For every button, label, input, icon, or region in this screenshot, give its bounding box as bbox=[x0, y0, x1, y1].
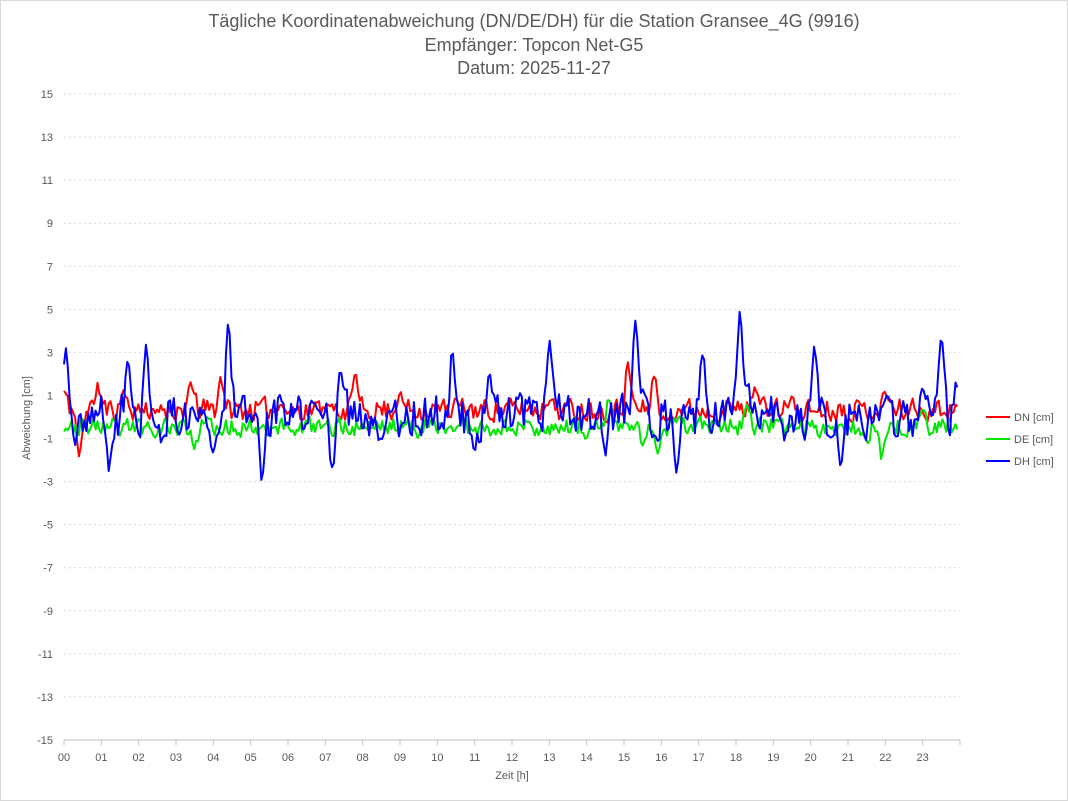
series-lines bbox=[63, 310, 959, 481]
x-tick-label: 00 bbox=[58, 752, 70, 764]
x-tick-label: 20 bbox=[805, 752, 817, 764]
x-axis-title: Zeit [h] bbox=[495, 770, 529, 782]
x-axis: 00 01 02 03 04 05 06 07 08 09 10 11 12 13 14 15 16 17 18 19… bbox=[58, 739, 961, 764]
y-axis-ticks: 15 13 11 9 7 5 3 1 -1 -3 -5 -7 -9 -11 -13 -15 bbox=[37, 89, 53, 747]
chart-subtitle-receiver: Empfänger: Topcon Net-G5 bbox=[424, 35, 644, 55]
x-tick-label: 06 bbox=[282, 752, 294, 764]
x-tick-label: 23 bbox=[917, 752, 929, 764]
x-tick-label: 07 bbox=[319, 752, 331, 764]
x-tick-label: 21 bbox=[842, 752, 854, 764]
x-tick-label: 04 bbox=[207, 752, 219, 764]
y-tick-label: -13 bbox=[37, 692, 53, 704]
x-tick-label: 17 bbox=[693, 752, 705, 764]
x-tick-label: 16 bbox=[655, 752, 667, 764]
legend-label: DN [cm] bbox=[1014, 412, 1054, 424]
x-tick-label: 22 bbox=[879, 752, 891, 764]
x-tick-label: 01 bbox=[95, 752, 107, 764]
x-tick-label: 13 bbox=[543, 752, 555, 764]
x-tick-label: 15 bbox=[618, 752, 630, 764]
x-tick-label: 12 bbox=[506, 752, 518, 764]
x-tick-label: 09 bbox=[394, 752, 406, 764]
x-tick-label: 11 bbox=[469, 752, 480, 764]
series-line-dn bbox=[63, 361, 959, 458]
y-tick-label: -7 bbox=[43, 563, 53, 575]
legend: DN [cm] DE [cm] DH [cm] bbox=[986, 412, 1054, 468]
y-tick-label: -3 bbox=[43, 477, 53, 489]
y-tick-label: 1 bbox=[47, 390, 53, 402]
y-tick-label: -5 bbox=[43, 520, 53, 532]
x-tick-label: 02 bbox=[133, 752, 145, 764]
y-tick-label: 9 bbox=[47, 218, 53, 230]
x-tick-label: 18 bbox=[730, 752, 742, 764]
y-tick-label: 5 bbox=[47, 304, 53, 316]
x-tick-label: 19 bbox=[767, 752, 779, 764]
y-tick-label: -11 bbox=[38, 649, 53, 661]
x-tick-label: 08 bbox=[357, 752, 369, 764]
x-tick-label: 05 bbox=[245, 752, 257, 764]
y-tick-label: 3 bbox=[47, 347, 53, 359]
y-tick-label: 15 bbox=[41, 89, 53, 101]
y-tick-label: 7 bbox=[47, 261, 53, 273]
x-tick-label: 14 bbox=[581, 752, 593, 764]
y-axis-title: Abweichung [cm] bbox=[21, 376, 33, 460]
x-tick-label: 03 bbox=[170, 752, 182, 764]
y-tick-label: -15 bbox=[37, 735, 53, 747]
chart-title: Tägliche Koordinatenabweichung (DN/DE/DH… bbox=[208, 11, 860, 31]
x-tick-label: 10 bbox=[431, 752, 443, 764]
legend-label: DE [cm] bbox=[1014, 434, 1053, 446]
y-tick-label: 11 bbox=[42, 175, 53, 187]
series-line-de bbox=[63, 399, 959, 460]
y-tick-label: -9 bbox=[43, 606, 53, 618]
chart-subtitle-date: Datum: 2025-11-27 bbox=[457, 58, 611, 78]
y-tick-label: 13 bbox=[41, 132, 53, 144]
series-line-dh bbox=[63, 310, 959, 481]
y-tick-label: -1 bbox=[43, 434, 53, 446]
legend-label: DH [cm] bbox=[1014, 456, 1054, 468]
gridlines bbox=[64, 93, 960, 698]
